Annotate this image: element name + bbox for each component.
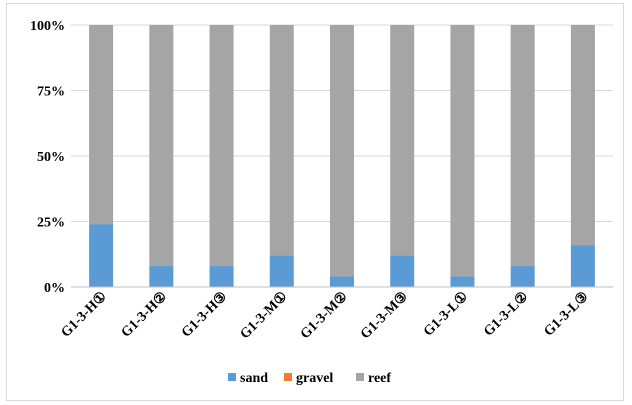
x-tick-label: G1-3-L② [481, 289, 531, 339]
bar-sand [149, 266, 174, 287]
bar-reef [570, 25, 595, 246]
bar-sand [570, 245, 595, 287]
bar-reef [149, 25, 174, 267]
legend-label-reef: reef [368, 371, 391, 386]
bar-reef [330, 25, 354, 277]
y-tick-label: 75% [37, 85, 65, 100]
bar-reef [209, 25, 234, 267]
y-tick-label: 0% [44, 281, 65, 296]
legend-swatch-sand [228, 373, 236, 381]
legend-label-gravel: gravel [296, 371, 333, 386]
y-axis: 0% 25% 50% 75% 100% [30, 19, 65, 296]
y-tick-label: 25% [37, 216, 65, 231]
bar-sand [510, 266, 535, 287]
x-tick-label: G1-3-L③ [541, 289, 591, 339]
bar-reef [269, 25, 294, 256]
legend-swatch-gravel [284, 373, 292, 381]
x-tick-label: G1-3-M① [238, 289, 291, 342]
y-tick-label: 50% [37, 150, 65, 165]
x-tick-label: G1-3-H③ [179, 289, 230, 340]
x-tick-label: G1-3-H① [59, 289, 110, 340]
bar-sand [390, 255, 415, 287]
bar-sand [450, 276, 475, 287]
bar-reef [89, 25, 114, 225]
bar-reef [450, 25, 475, 277]
legend-label-sand: sand [240, 371, 268, 386]
chart-frame: 0% 25% 50% 75% 100% G1-3-H① G1-3-H② G1-3-H③ G1-… [6, 3, 624, 401]
legend-swatch-reef [356, 373, 364, 381]
x-tick-label: G1-3-L① [421, 289, 471, 339]
legend: sand gravel reef [228, 371, 391, 386]
bar-reef [510, 25, 535, 267]
bar-sand [209, 266, 234, 287]
bar-sand [330, 276, 354, 287]
x-axis: G1-3-H① G1-3-H② G1-3-H③ G1-3-M① G1-3-M② G1-3-… [59, 286, 613, 342]
x-tick-label: G1-3-H② [119, 289, 170, 340]
bar-sand [89, 224, 114, 287]
bars [89, 25, 595, 287]
bar-sand [269, 255, 294, 287]
x-tick-label: G1-3-M② [298, 289, 351, 342]
y-tick-label: 100% [30, 19, 65, 34]
bar-reef [390, 25, 415, 256]
stacked-bar-chart: 0%25%50%75%100% G1-3-H① G1-3-H② G1-3-H③ G1-… [30, 19, 613, 386]
x-tick-label: G1-3-M③ [358, 289, 411, 342]
